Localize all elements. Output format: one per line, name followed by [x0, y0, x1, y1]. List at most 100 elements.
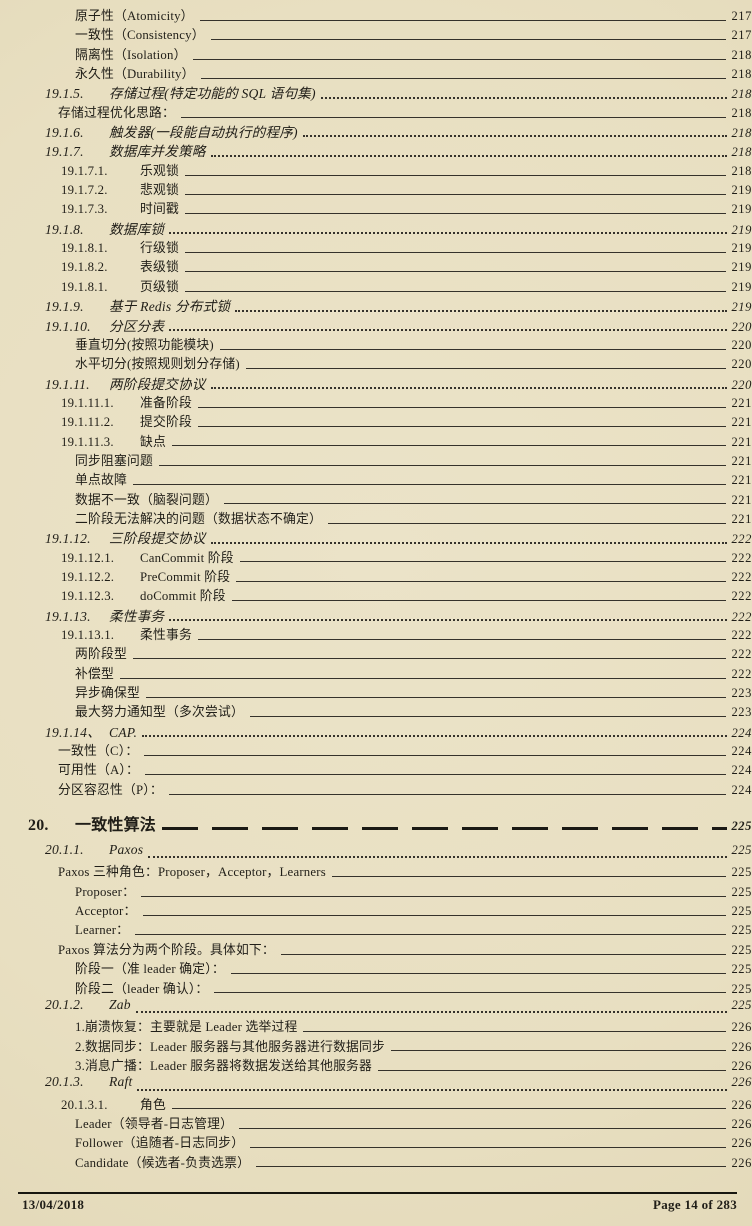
- footer-page-label: Page 14 of 283: [653, 1196, 737, 1212]
- toc-entry-title: 一致性算法: [75, 817, 157, 835]
- toc-entry-page: 221: [731, 453, 752, 468]
- toc-entry: 19.1.11. 两阶段提交协议 220: [0, 373, 752, 392]
- toc-entry-title: 2.数据同步：Leader 服务器与其他服务器进行数据同步: [75, 1039, 386, 1054]
- toc-entry-page: 220: [731, 377, 752, 392]
- toc-entry-title: Paxos: [109, 842, 144, 858]
- toc-entry-page: 226: [731, 1116, 752, 1131]
- toc-entry-title: PreCommit 阶段: [140, 569, 231, 584]
- toc-entry-page: 220: [731, 319, 752, 334]
- toc-leader-line: [198, 426, 727, 428]
- toc-leader-line: [256, 1166, 727, 1168]
- toc-entry: 阶段二（leader 确认）： 225: [0, 978, 752, 997]
- toc-entry-page: 225: [731, 819, 752, 834]
- toc-entry-number: 19.1.12.3.: [61, 589, 115, 604]
- toc-leader-line: [327, 522, 727, 524]
- toc-entry-title: 提交阶段: [140, 415, 192, 430]
- toc-entry-page: 225: [731, 981, 752, 996]
- toc-entry-page: 219: [731, 279, 752, 294]
- toc-entry-title: 分区容忍性（P）：: [58, 782, 163, 797]
- toc-entry-number: 19.1.7.2.: [61, 183, 108, 198]
- toc-entry-page: 219: [731, 300, 752, 315]
- toc-leader-line: [200, 77, 727, 79]
- toc-leader-line: [168, 793, 727, 795]
- toc-entry-page: 225: [731, 865, 752, 880]
- toc-entry: 19.1.6. 触发器(一段能自动执行的程序) 218: [0, 121, 752, 140]
- toc-entry-title: Follower（追随者-日志同步）: [75, 1136, 245, 1151]
- toc-leader-line: [169, 328, 728, 331]
- toc-entry-page: 218: [731, 47, 752, 62]
- toc-entry: 存储过程优化思路： 218: [0, 102, 752, 121]
- toc-list: 原子性（Atomicity） 217 一致性（Consistency） 217 …: [0, 9, 752, 1170]
- toc-entry-page: 224: [731, 744, 752, 759]
- toc-entry-page: 219: [731, 241, 752, 256]
- toc-entry-number: 19.1.13.: [45, 608, 91, 624]
- toc-leader-line: [162, 827, 728, 831]
- toc-entry-title: Paxos 三种角色：Proposer，Acceptor，Learners: [58, 865, 326, 880]
- toc-entry-page: 226: [731, 1136, 752, 1151]
- toc-entry-title: 两阶段型: [75, 647, 127, 662]
- toc-entry: 可用性（A）： 224: [0, 759, 752, 778]
- toc-entry: 19.1.12.3. doCommit 阶段 222: [0, 585, 752, 604]
- toc-entry: 19.1.10. 分区分表 220: [0, 315, 752, 334]
- toc-entry: 19.1.14、 CAP. 224: [0, 721, 752, 740]
- toc-entry-page: 226: [731, 1020, 752, 1035]
- toc-entry-title: 两阶段提交协议: [109, 376, 206, 392]
- toc-entry: 一致性（Consistency） 217: [0, 24, 752, 43]
- toc-entry-title: 悲观锁: [140, 183, 179, 198]
- toc-leader-line: [185, 290, 727, 292]
- toc-entry-title: 柔性事务: [140, 628, 192, 642]
- toc-entry: 同步阻塞问题 221: [0, 450, 752, 469]
- toc-entry-title: 数据不一致（脑裂问题）: [75, 492, 218, 507]
- toc-entry-title: 补偿型: [75, 666, 114, 681]
- toc-entry-number: 19.1.8.2.: [61, 260, 108, 275]
- toc-entry-number: 19.1.5.: [45, 86, 84, 102]
- toc-entry-page: 221: [731, 473, 752, 488]
- toc-entry: 补偿型 222: [0, 663, 752, 682]
- toc-entry: 19.1.11.2. 提交阶段 221: [0, 411, 752, 430]
- toc-entry-title: 角色: [140, 1097, 166, 1112]
- toc-leader-line: [391, 1050, 727, 1052]
- toc-entry-page: 225: [731, 843, 752, 858]
- toc-entry: 20.1.2. Zab 225: [0, 997, 752, 1016]
- toc-entry: 19.1.7.1. 乐观锁 218: [0, 160, 752, 179]
- toc-entry-page: 219: [731, 222, 752, 237]
- toc-leader-line: [185, 193, 727, 195]
- toc-entry-page: 225: [731, 904, 752, 919]
- toc-entry-number: 19.1.9.: [45, 299, 84, 315]
- toc-leader-line: [302, 135, 728, 138]
- toc-entry-title: 隔离性（Isolation）: [75, 47, 187, 62]
- toc-entry: Paxos 算法分为两个阶段。具体如下： 225: [0, 939, 752, 958]
- toc-leader-line: [230, 973, 727, 974]
- toc-leader-line: [210, 39, 727, 41]
- toc-leader-line: [148, 856, 728, 859]
- toc-entry-page: 218: [731, 67, 752, 82]
- toc-entry-title: 乐观锁: [140, 163, 179, 178]
- toc-entry-number: 19.1.8.1.: [61, 279, 108, 294]
- toc-entry-page: 226: [731, 1155, 752, 1170]
- toc-leader-line: [210, 154, 728, 157]
- toc-entry: 19.1.8. 数据库锁 219: [0, 218, 752, 237]
- toc-entry-page: 221: [731, 492, 752, 507]
- toc-leader-line: [185, 251, 727, 253]
- toc-leader-line: [214, 992, 727, 994]
- toc-leader-line: [141, 895, 727, 897]
- toc-entry: 1.崩溃恢复：主要就是 Leader 选举过程 226: [0, 1016, 752, 1035]
- toc-entry-number: 20.: [28, 817, 49, 835]
- toc-entry-page: 219: [731, 202, 752, 217]
- toc-entry-page: 221: [731, 415, 752, 430]
- toc-entry: 二阶段无法解决的问题（数据状态不确定） 221: [0, 508, 752, 527]
- toc-leader-line: [185, 213, 727, 215]
- toc-entry-title: 永久性（Durability）: [75, 67, 195, 82]
- toc-leader-line: [303, 1031, 727, 1033]
- toc-entry: 隔离性（Isolation） 218: [0, 44, 752, 63]
- toc-leader-line: [331, 876, 727, 878]
- toc-entry-page: 218: [731, 145, 752, 160]
- toc-entry: 19.1.13.1. 柔性事务 222: [0, 624, 752, 643]
- toc-entry: 19.1.8.2. 表级锁 219: [0, 256, 752, 275]
- toc-entry: 一致性（C）： 224: [0, 740, 752, 759]
- toc-entry-number: 19.1.12.2.: [61, 569, 115, 584]
- toc-entry-page: 219: [731, 260, 752, 275]
- toc-entry: 19.1.11.1. 准备阶段 221: [0, 392, 752, 411]
- toc-entry: 异步确保型 223: [0, 682, 752, 701]
- toc-entry-page: 224: [731, 725, 752, 740]
